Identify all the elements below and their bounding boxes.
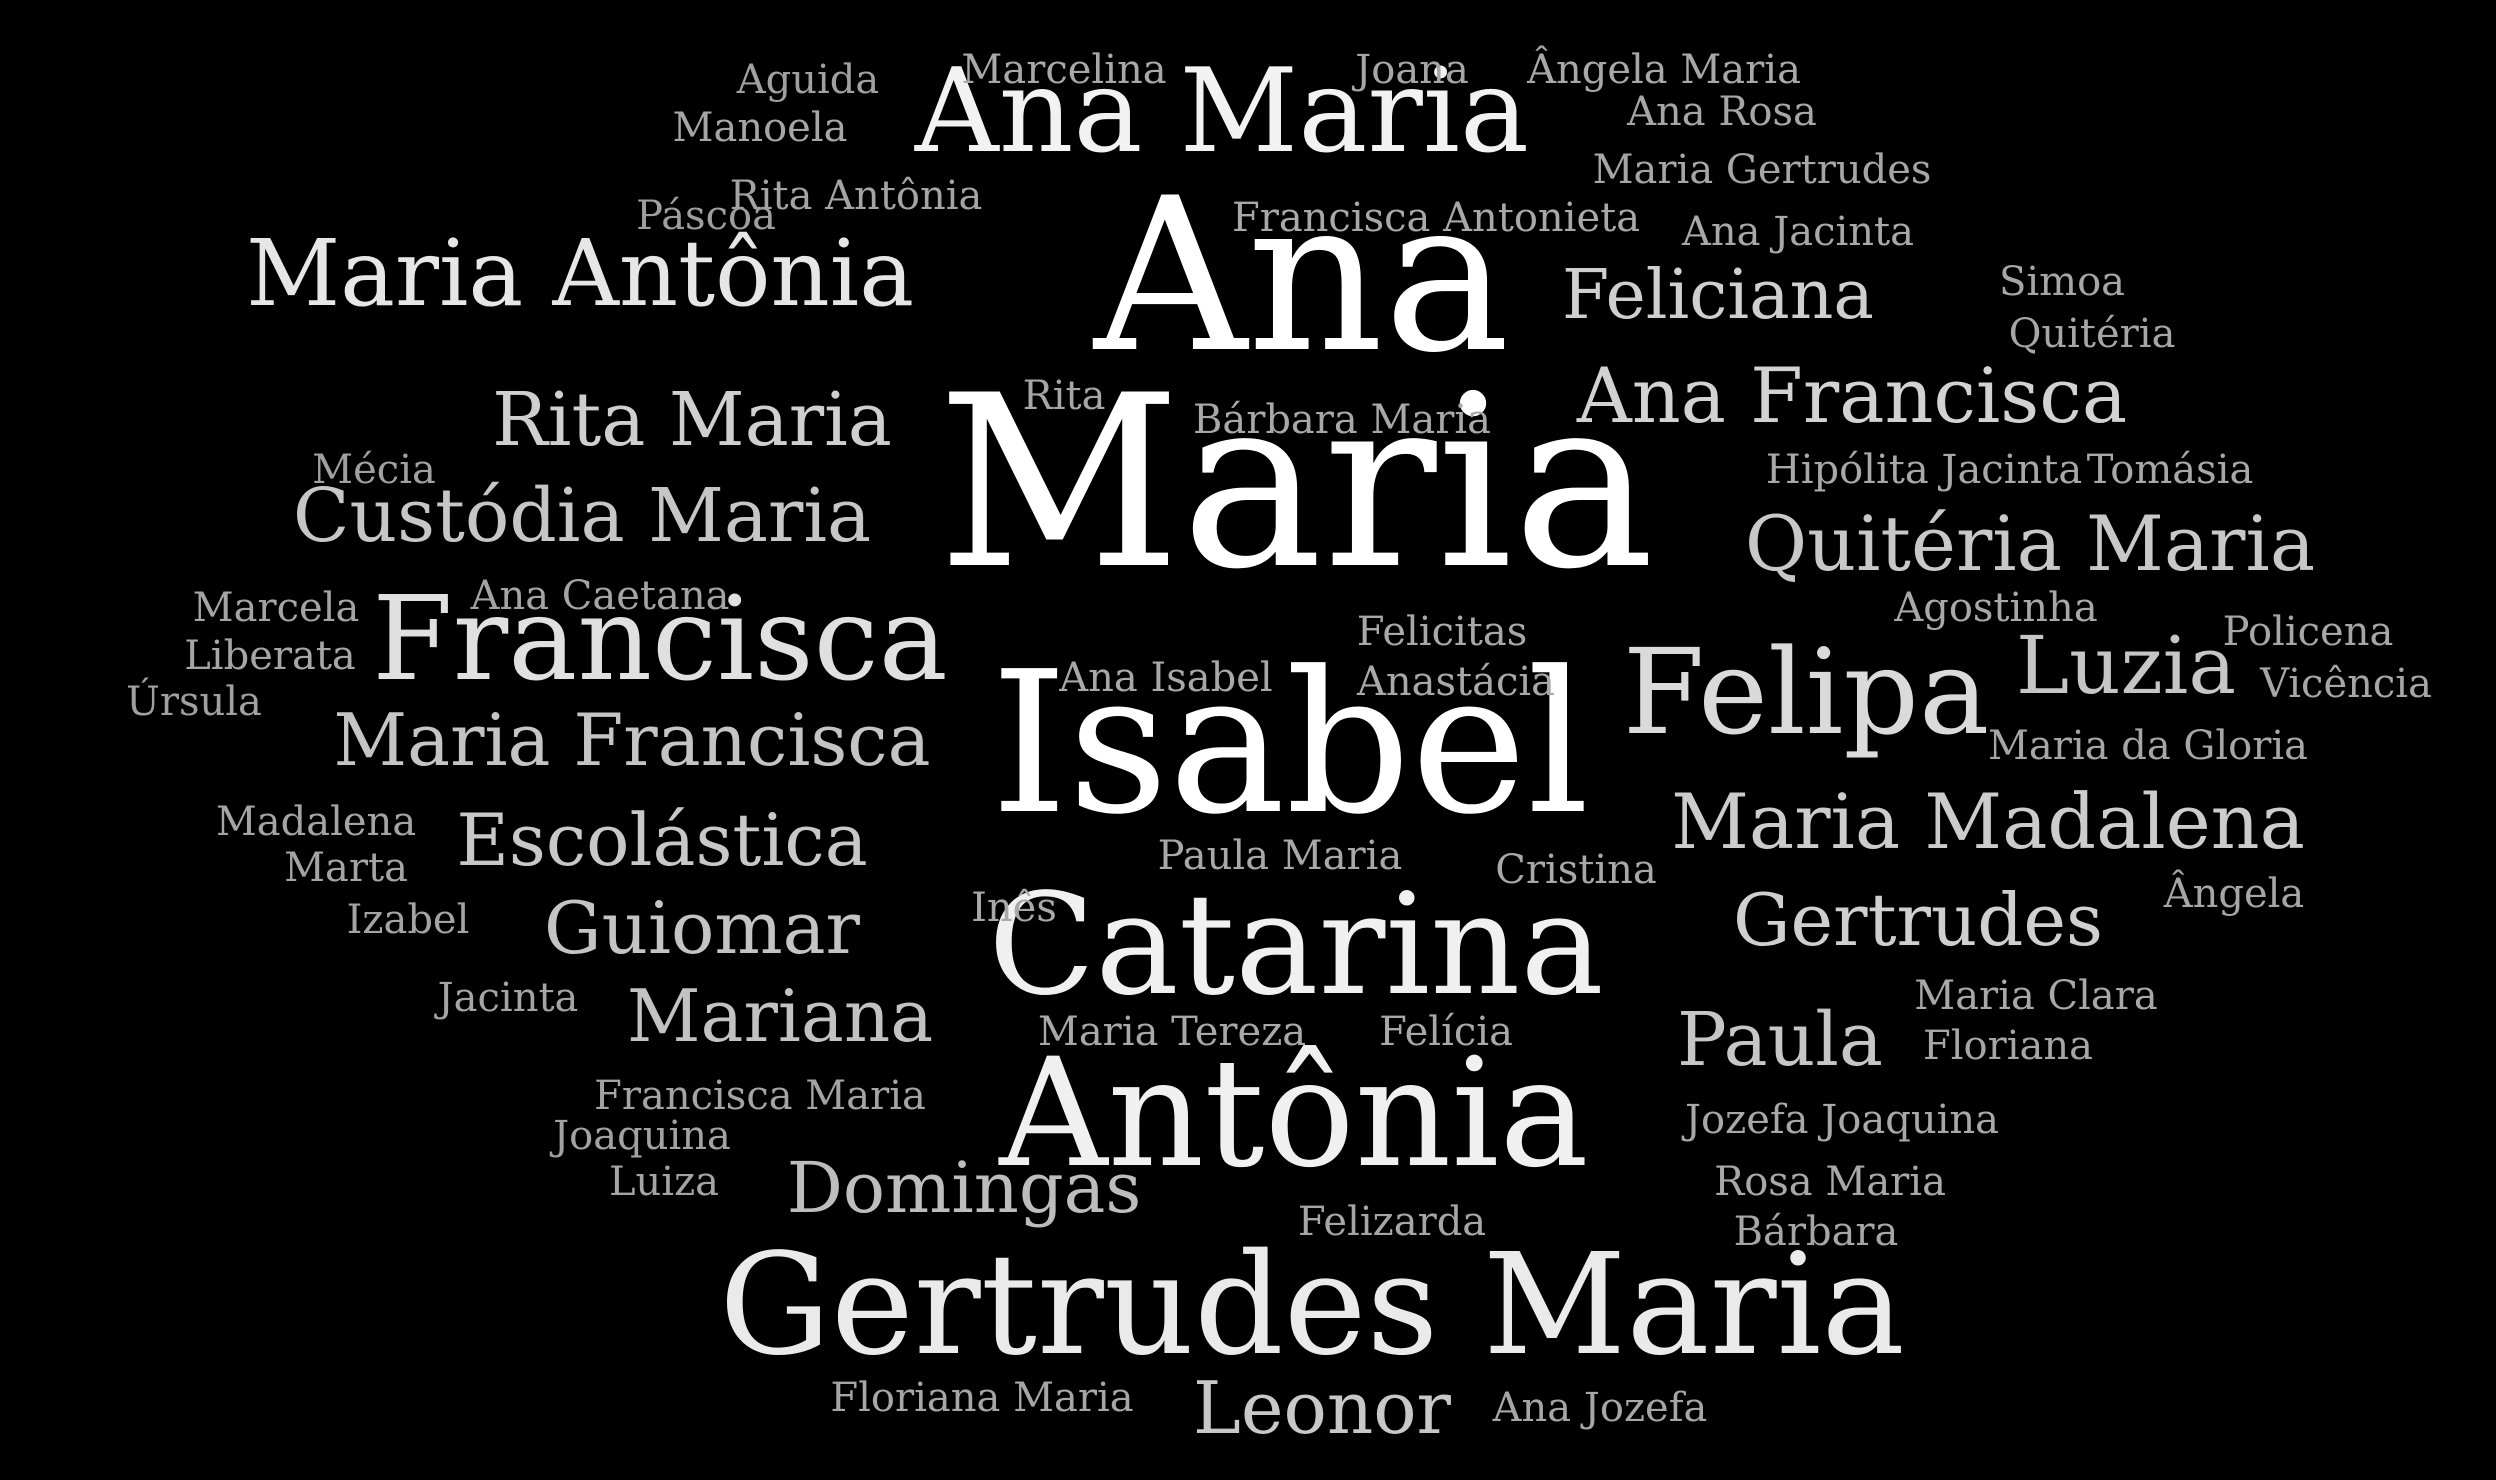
word-quiteria-maria: Quitéria Maria [1744, 499, 2316, 588]
word-jozefa-joaquina: Jozefa Joaquina [1685, 1097, 1999, 1143]
word-guiomar: Guiomar [544, 886, 860, 970]
word-marta: Marta [284, 845, 408, 891]
word-angela-maria: Ângela Maria [1527, 47, 1801, 93]
word-leonor: Leonor [1193, 1366, 1451, 1450]
word-tomasia: Tomásia [2086, 447, 2254, 493]
word-quiteria: Quitéria [2008, 311, 2176, 357]
word-floriana: Floriana [1923, 1023, 2093, 1069]
word-ana: Ana [1093, 152, 1511, 399]
word-barbara-maria: Bárbara Maria [1192, 397, 1492, 443]
word-policena: Policena [2222, 609, 2394, 655]
word-rita: Rita [1022, 373, 1106, 419]
word-rita-antonia: Rita Antônia [729, 173, 983, 219]
word-gertrudes: Gertrudes [1733, 878, 2103, 962]
word-felicia: Felícia [1379, 1009, 1513, 1055]
word-antonia: Antônia [999, 1027, 1589, 1201]
word-marcelina: Marcelina [961, 47, 1167, 93]
word-maria-francisca: Maria Francisca [333, 698, 931, 782]
word-ana-isabel: Ana Isabel [1059, 655, 1273, 701]
word-pascoa: Páscoa [636, 193, 776, 239]
word-maria-da-gloria: Maria da Gloria [1987, 723, 2309, 769]
word-felicitas: Felicitas [1356, 609, 1528, 655]
word-ana-jozefa: Ana Jozefa [1492, 1385, 1708, 1431]
word-feliciana: Feliciana [1562, 256, 1874, 335]
word-marcela: Marcela [192, 585, 360, 631]
word-felipa: Felipa [1622, 623, 1990, 761]
word-luiza: Luiza [608, 1159, 720, 1205]
word-rita-maria: Rita Maria [492, 377, 892, 463]
word-maria-madalena: Maria Madalena [1671, 777, 2305, 866]
word-ana-caetana: Ana Caetana [470, 573, 730, 619]
word-custodia-maria: Custódia Maria [292, 473, 872, 559]
word-paula-maria: Paula Maria [1157, 833, 1403, 879]
word-manoela: Manoela [672, 105, 848, 151]
word-catarina: Catarina [988, 864, 1604, 1027]
word-aguida: Aguida [736, 57, 880, 103]
word-mecia: Mécia [312, 447, 436, 493]
word-floriana-maria: Floriana Maria [830, 1375, 1134, 1421]
word-joaquina: Joaquina [553, 1113, 731, 1159]
word-maria-clara: Maria Clara [1914, 973, 2158, 1019]
word-liberata: Liberata [184, 633, 356, 679]
word-maria-antonia: Maria Antônia [245, 220, 915, 327]
word-agostinha: Agostinha [1894, 585, 2098, 631]
word-angela: Ângela [2163, 871, 2305, 917]
word-vicencia: Vicência [2260, 661, 2432, 707]
word-madalena: Madalena [215, 799, 417, 845]
word-gertrudes-maria: Gertrudes Maria [719, 1224, 1905, 1387]
word-francisca-antonieta: Francisca Antonieta [1231, 195, 1641, 241]
word-escolastica: Escolástica [456, 798, 868, 882]
word-francisca-maria: Francisca Maria [594, 1073, 926, 1119]
word-cristina: Cristina [1495, 847, 1657, 893]
word-isabel: Isabel [990, 630, 1590, 858]
word-rosa-maria: Rosa Maria [1714, 1159, 1946, 1205]
word-maria-gertrudes: Maria Gertrudes [1592, 147, 1932, 193]
word-simoa: Simoa [1998, 259, 2126, 305]
word-ursula: Úrsula [126, 679, 262, 725]
word-joana: Joana [1355, 47, 1469, 93]
word-jacinta: Jacinta [437, 975, 579, 1021]
word-felizarda: Felizarda [1297, 1199, 1487, 1245]
word-anastacia: Anastácia [1357, 659, 1555, 705]
word-hipolita-jacinta: Hipólita Jacinta [1765, 447, 2083, 493]
word-luzia: Luzia [2015, 619, 2237, 712]
word-francisca: Francisca [372, 572, 948, 707]
word-mariana: Mariana [626, 974, 934, 1058]
word-paula: Paula [1676, 997, 1884, 1083]
word-maria-tereza: Maria Tereza [1037, 1009, 1307, 1055]
word-ana-rosa: Ana Rosa [1627, 89, 1817, 135]
word-domingas: Domingas [786, 1147, 1142, 1229]
word-barbara: Bárbara [1733, 1209, 1899, 1255]
word-izabel: Izabel [346, 897, 470, 943]
word-maria: Maria [937, 345, 1655, 622]
word-ines: Inês [971, 885, 1057, 931]
word-ana-jacinta: Ana Jacinta [1682, 209, 1914, 255]
word-ana-maria: Ana Maria [914, 44, 1530, 179]
word-ana-francisca: Ana Francisca [1576, 351, 2128, 440]
